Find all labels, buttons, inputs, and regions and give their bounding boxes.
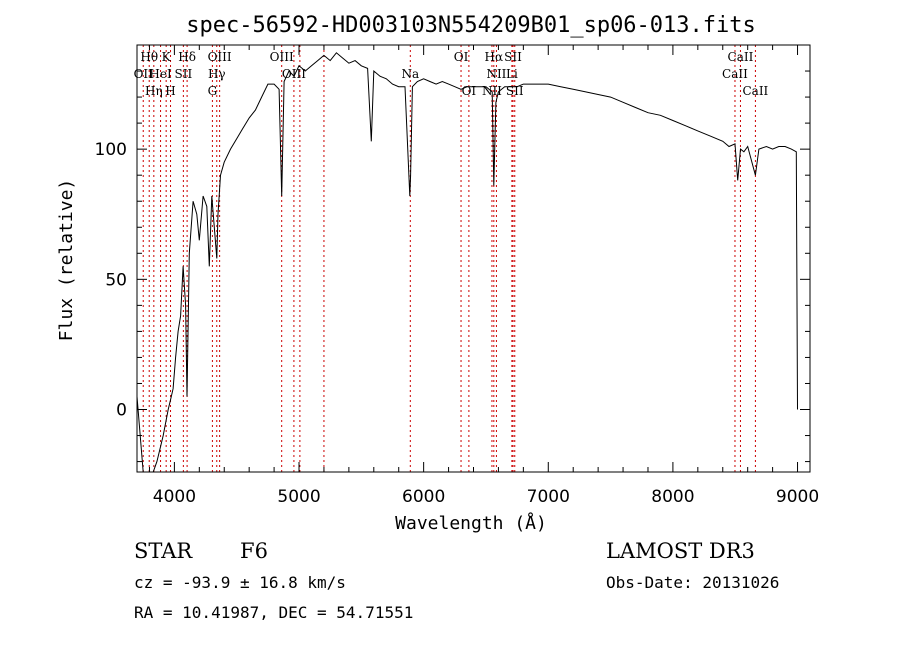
line-label: NII xyxy=(486,67,506,81)
line-label: Hα xyxy=(485,50,504,64)
redshift-line: cz = -93.9 ± 16.8 km/s xyxy=(134,573,346,592)
line-label: OIII xyxy=(270,50,294,64)
object-class: STAR xyxy=(134,539,193,563)
y-tick-label: 100 xyxy=(95,140,127,160)
plot-frame xyxy=(136,44,811,473)
survey-name: LAMOST DR3 xyxy=(606,539,755,563)
x-tick-label: 7000 xyxy=(527,487,570,507)
x-tick-label: 9000 xyxy=(776,487,819,507)
line-label: Hδ xyxy=(178,50,196,64)
object-subclass: F6 xyxy=(240,539,268,563)
y-tick-label: 50 xyxy=(105,270,127,290)
line-label: Hθ xyxy=(140,50,158,64)
line-label: OI xyxy=(454,50,469,64)
line-label: Hγ xyxy=(208,67,226,81)
line-label: CaII xyxy=(742,84,768,98)
line-label: SII xyxy=(504,50,522,64)
line-label: Na xyxy=(401,67,419,81)
x-tick-label: 8000 xyxy=(651,487,694,507)
line-label: G xyxy=(208,84,218,98)
spectral-line-markers xyxy=(142,45,756,472)
x-tick-label: 6000 xyxy=(402,487,445,507)
x-axis: 4000 5000 6000 7000 8000 9000 xyxy=(148,45,819,507)
x-tick-label: 5000 xyxy=(277,487,320,507)
line-label: HeI xyxy=(149,67,172,81)
y-axis-label: Flux (relative) xyxy=(56,179,77,342)
y-axis: 0 50 100 xyxy=(95,44,810,463)
line-label: Hη xyxy=(145,84,163,98)
line-label: OI xyxy=(462,84,477,98)
x-axis-label: Wavelength (Å) xyxy=(395,512,547,534)
line-label: CaII xyxy=(722,67,748,81)
spectrum-line xyxy=(136,52,798,473)
line-label: CaII xyxy=(728,50,754,64)
line-label: SII xyxy=(175,67,193,81)
line-label: OII xyxy=(134,67,154,81)
observation-date: Obs-Date: 20131026 xyxy=(606,573,780,592)
line-label: OIII xyxy=(282,67,306,81)
line-label: H xyxy=(165,84,175,98)
line-label: SII xyxy=(506,84,524,98)
coordinates-line: RA = 10.41987, DEC = 54.71551 xyxy=(134,603,414,622)
x-tick-label: 4000 xyxy=(153,487,196,507)
line-label: K xyxy=(162,50,172,64)
y-tick-label: 0 xyxy=(116,401,127,421)
line-label: OIII xyxy=(208,50,232,64)
chart-title: spec-56592-HD003103N554209B01_sp06-013.f… xyxy=(186,13,756,38)
line-label: Li xyxy=(506,67,518,81)
